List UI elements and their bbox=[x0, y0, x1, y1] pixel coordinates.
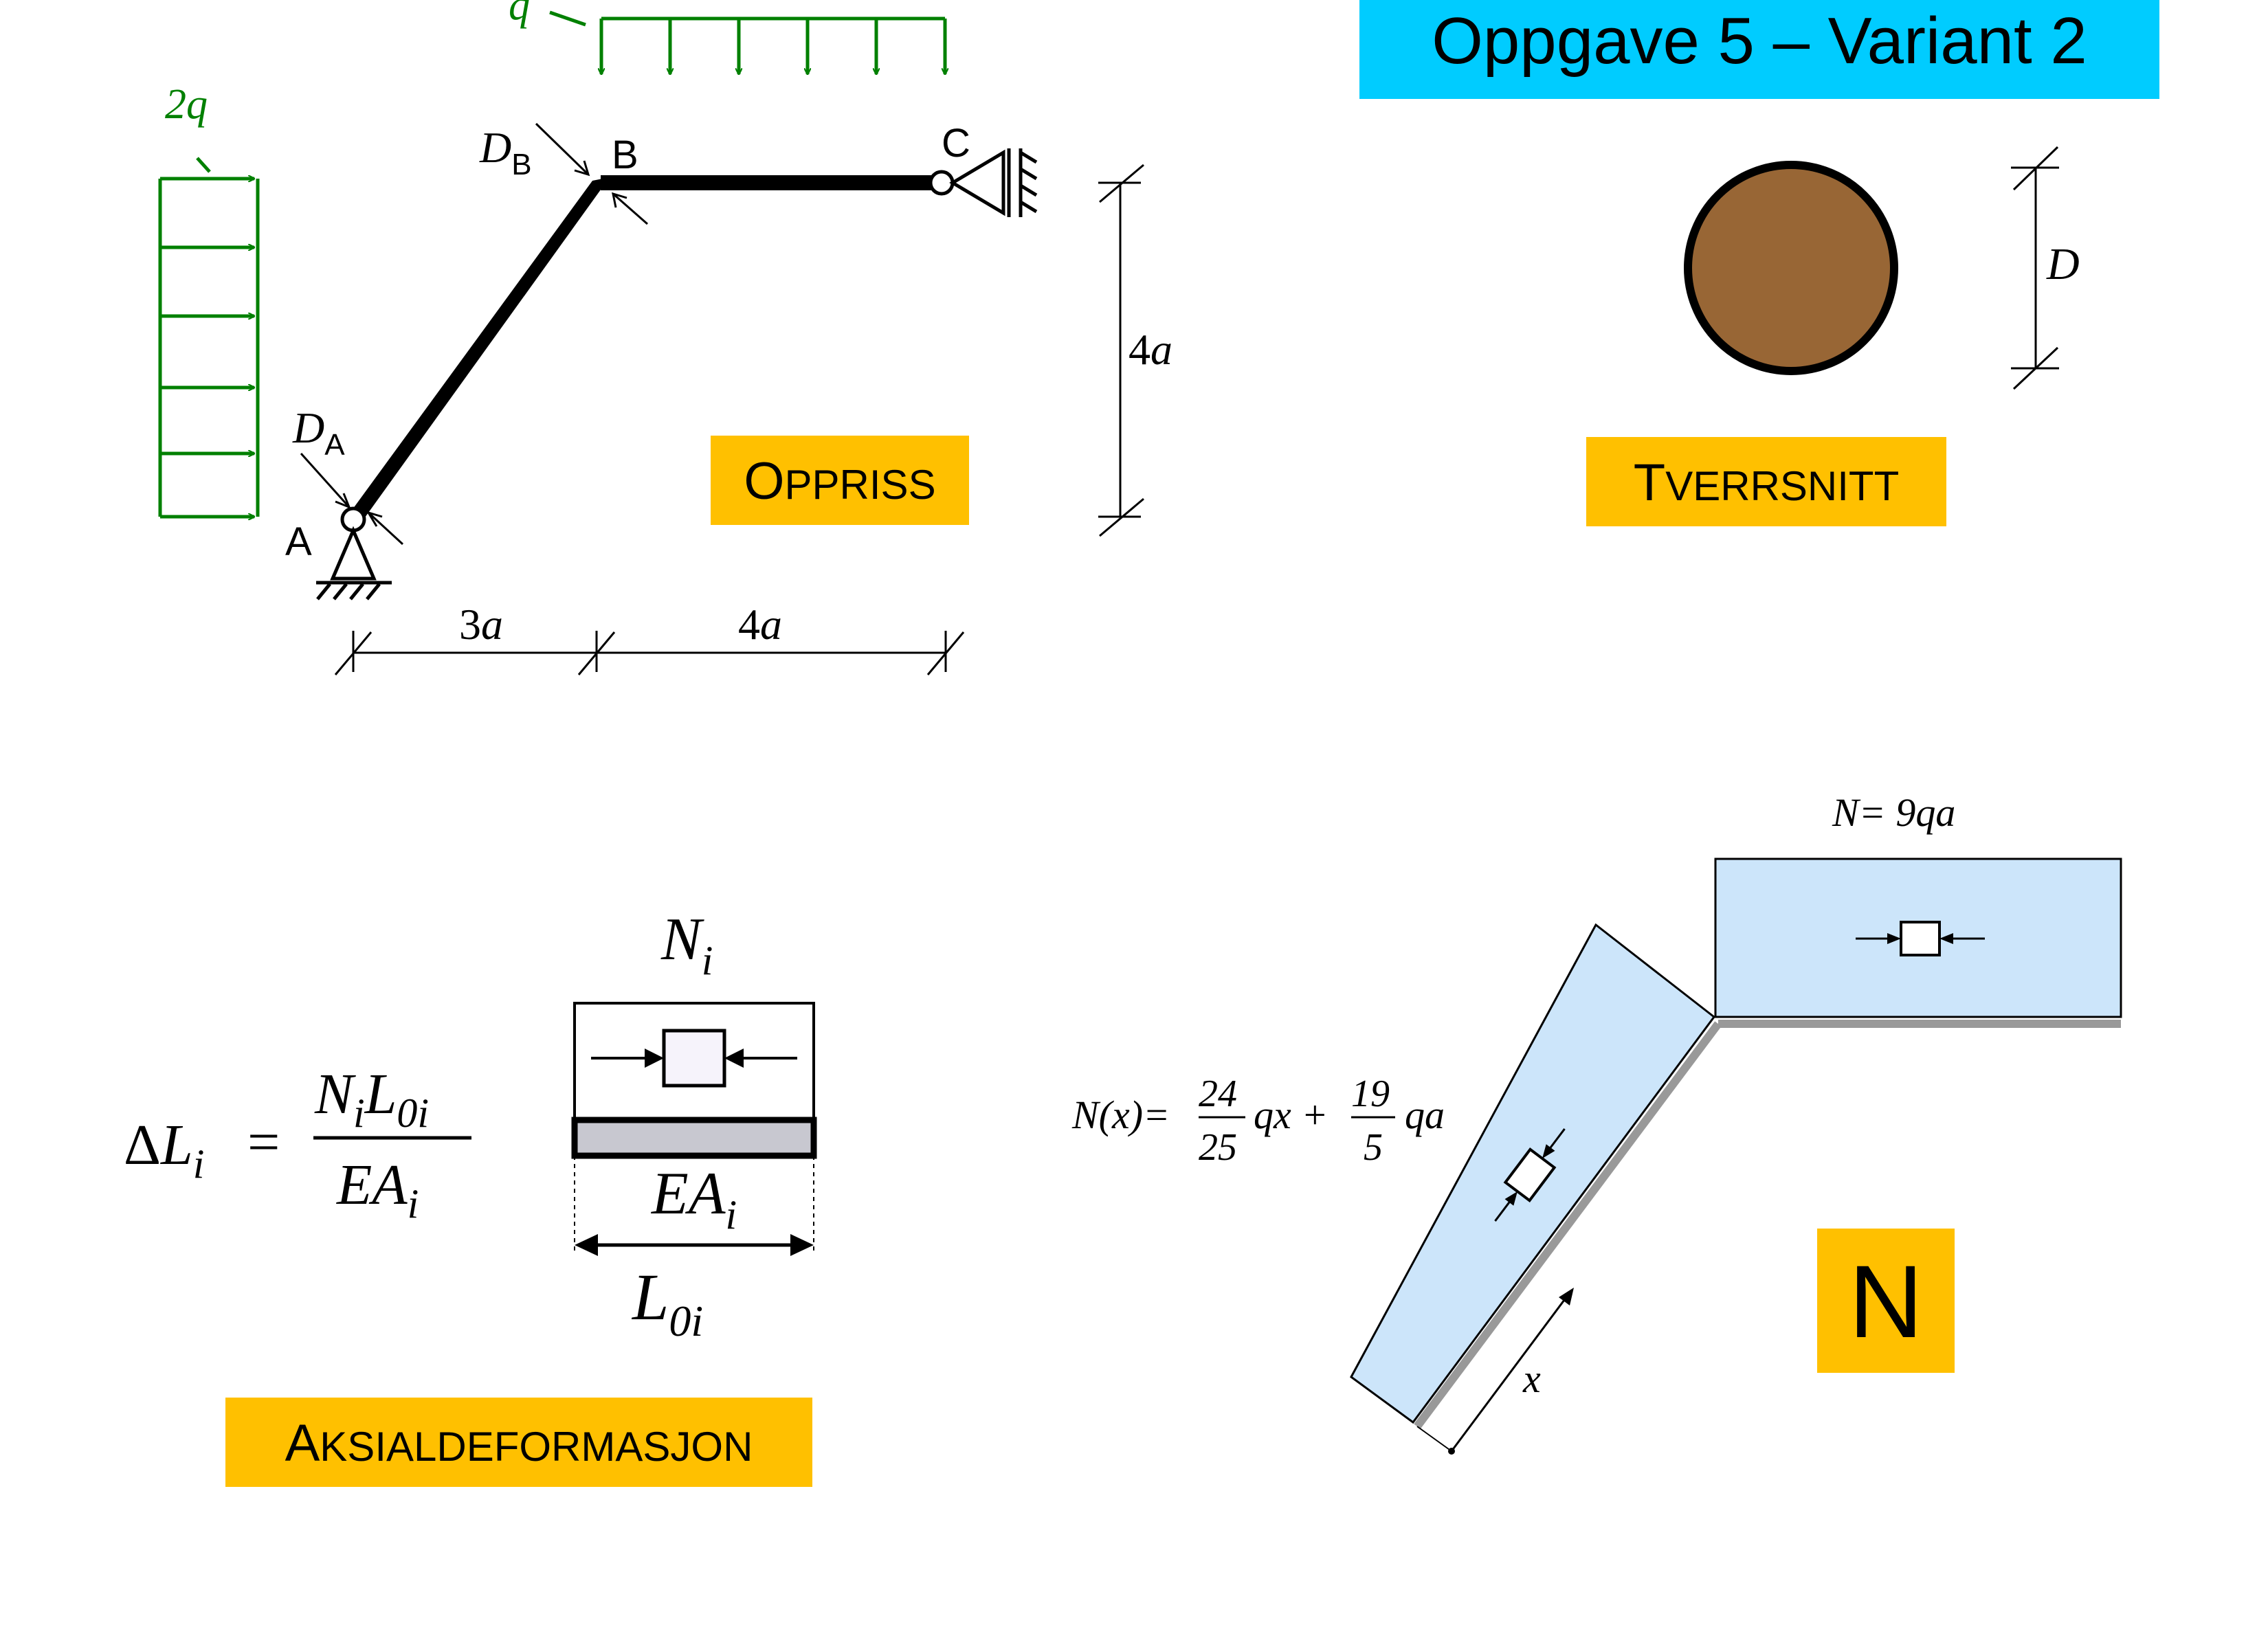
diameter-dimension bbox=[2011, 146, 2059, 390]
svg-text:qx +: qx + bbox=[1254, 1092, 1328, 1137]
normal-force-diagram: x N= 9qa N(x)= 24 25 qx + 19 5 qa N bbox=[1071, 790, 2122, 1455]
n-value-bc: N= 9qa bbox=[1832, 790, 1955, 835]
aksialdeformasjon-label: AKSIALDEFORMASJON bbox=[225, 1398, 812, 1487]
svg-text:5: 5 bbox=[1364, 1126, 1383, 1169]
aksialdeformasjon-section: ΔLi = NiL0i EAi Ni E bbox=[124, 906, 817, 1487]
svg-text:24: 24 bbox=[1199, 1073, 1237, 1115]
left-distributed-load bbox=[158, 157, 260, 517]
diameter-marker-b bbox=[535, 122, 648, 225]
diameter-label-b: DB bbox=[479, 123, 532, 181]
diameter-label-d: D bbox=[2046, 239, 2080, 289]
point-label-a: A bbox=[285, 519, 312, 564]
svg-text:Ni: Ni bbox=[660, 906, 713, 983]
point-label-b: B bbox=[612, 133, 638, 177]
compression-symbol-bc bbox=[1856, 921, 1985, 956]
x-axis-label: x bbox=[1522, 1356, 1541, 1401]
svg-text:N: N bbox=[1849, 1244, 1923, 1359]
svg-text:25: 25 bbox=[1199, 1126, 1237, 1169]
point-label-c: C bbox=[942, 121, 970, 166]
svg-text:NiL0i: NiL0i bbox=[314, 1062, 429, 1136]
diameter-label-a: DA bbox=[292, 403, 345, 462]
tverrsnitt-label: TVERRSNITT bbox=[1586, 437, 1946, 526]
svg-text:N(x)=: N(x)= bbox=[1071, 1092, 1170, 1137]
oppriss-label: OPPRISS bbox=[711, 436, 969, 525]
compression-symbol-ab bbox=[1494, 1128, 1566, 1222]
svg-text:OPPRISS: OPPRISS bbox=[744, 452, 935, 511]
svg-text:L0i: L0i bbox=[631, 1260, 703, 1345]
load-label-q: q bbox=[509, 0, 530, 29]
horizontal-dimension bbox=[334, 631, 965, 675]
member-ab bbox=[349, 177, 610, 522]
axial-formula: ΔLi = NiL0i EAi bbox=[124, 1062, 471, 1226]
axial-element-sketch: Ni EAi L0i bbox=[571, 906, 817, 1345]
svg-text:qa: qa bbox=[1405, 1092, 1445, 1137]
support-a-pin bbox=[316, 506, 392, 601]
load-label-2q: 2q bbox=[165, 81, 208, 128]
oppriss-drawing: 2q q bbox=[158, 0, 1172, 675]
member-ab-baseline bbox=[1414, 1021, 1722, 1429]
left-load-arrows bbox=[160, 179, 254, 517]
top-distributed-load bbox=[549, 10, 945, 74]
svg-text:ΔLi: ΔLi bbox=[124, 1113, 204, 1187]
support-c-roller bbox=[929, 148, 1038, 217]
title-text: Oppgave 5 – Variant 2 bbox=[1432, 4, 2087, 78]
title-banner: Oppgave 5 – Variant 2 bbox=[1359, 0, 2159, 99]
dim-label-4a-horizontal: 4a bbox=[738, 600, 782, 649]
diameter-marker-a bbox=[300, 452, 404, 546]
circular-cross-section bbox=[1684, 161, 1898, 375]
dim-label-3a: 3a bbox=[459, 600, 503, 649]
tverrsnitt-drawing: D TVERRSNITT bbox=[1586, 146, 2080, 526]
n-expression-ab: N(x)= 24 25 qx + 19 5 qa bbox=[1071, 1073, 1445, 1169]
svg-text:19: 19 bbox=[1351, 1073, 1390, 1115]
normal-force-label: N bbox=[1817, 1229, 1955, 1373]
svg-text:EAi: EAi bbox=[650, 1161, 737, 1237]
svg-text:EAi: EAi bbox=[336, 1153, 419, 1226]
top-load-arrows bbox=[601, 19, 945, 74]
x-axis-arrow bbox=[1416, 1288, 1574, 1455]
svg-text:AKSIALDEFORMASJON: AKSIALDEFORMASJON bbox=[285, 1414, 753, 1472]
dim-label-4a-vertical: 4a bbox=[1129, 325, 1172, 374]
svg-text:=: = bbox=[247, 1110, 280, 1174]
svg-text:TVERRSNITT: TVERRSNITT bbox=[1634, 453, 1899, 512]
vertical-dimension bbox=[1098, 164, 1144, 537]
